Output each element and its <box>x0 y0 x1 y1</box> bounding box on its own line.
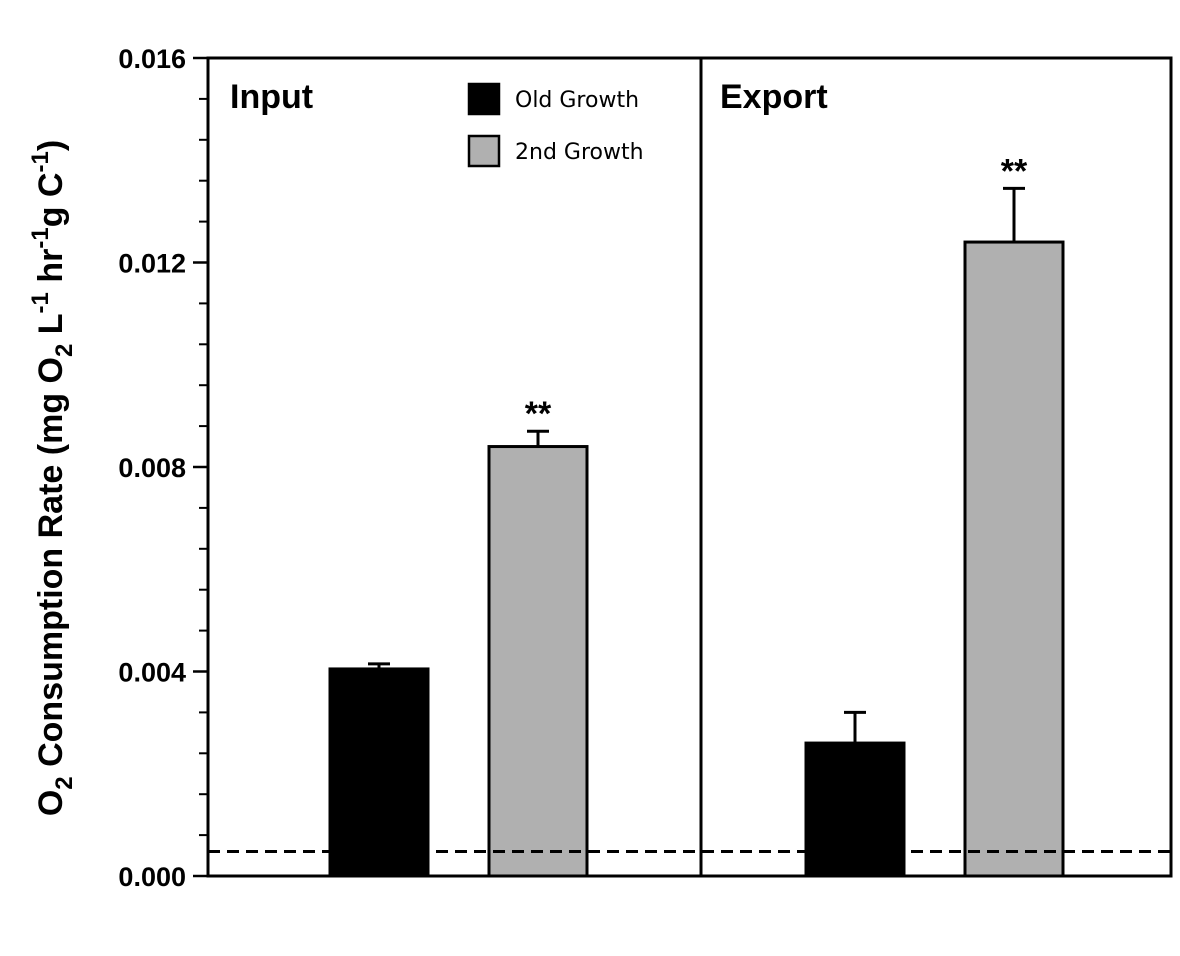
panel-label: Input <box>230 78 313 116</box>
legend-swatch <box>467 82 501 116</box>
bar <box>328 667 430 878</box>
legend-label: Old Growth <box>515 88 639 113</box>
svg-text:O2 Consumption Rate (mg O2 L-1: O2 Consumption Rate (mg O2 L-1 hr-1g C-1… <box>27 140 78 816</box>
legend-label: 2nd Growth <box>515 140 644 165</box>
bar <box>963 240 1065 878</box>
y-tick-label: 0.008 <box>118 453 186 483</box>
significance-label: ** <box>1001 152 1028 190</box>
y-tick-label: 0.012 <box>118 249 186 279</box>
y-tick-label: 0.000 <box>118 862 186 892</box>
legend-swatch <box>467 134 501 168</box>
panel-label: Export <box>720 78 828 116</box>
y-tick-label: 0.004 <box>118 658 186 688</box>
significance-label: ** <box>525 395 552 433</box>
y-tick-label: 0.016 <box>118 44 186 74</box>
bar <box>487 445 589 878</box>
bar <box>804 741 906 878</box>
y-axis-label: O2 Consumption Rate (mg O2 L-1 hr-1g C-1… <box>27 140 78 816</box>
